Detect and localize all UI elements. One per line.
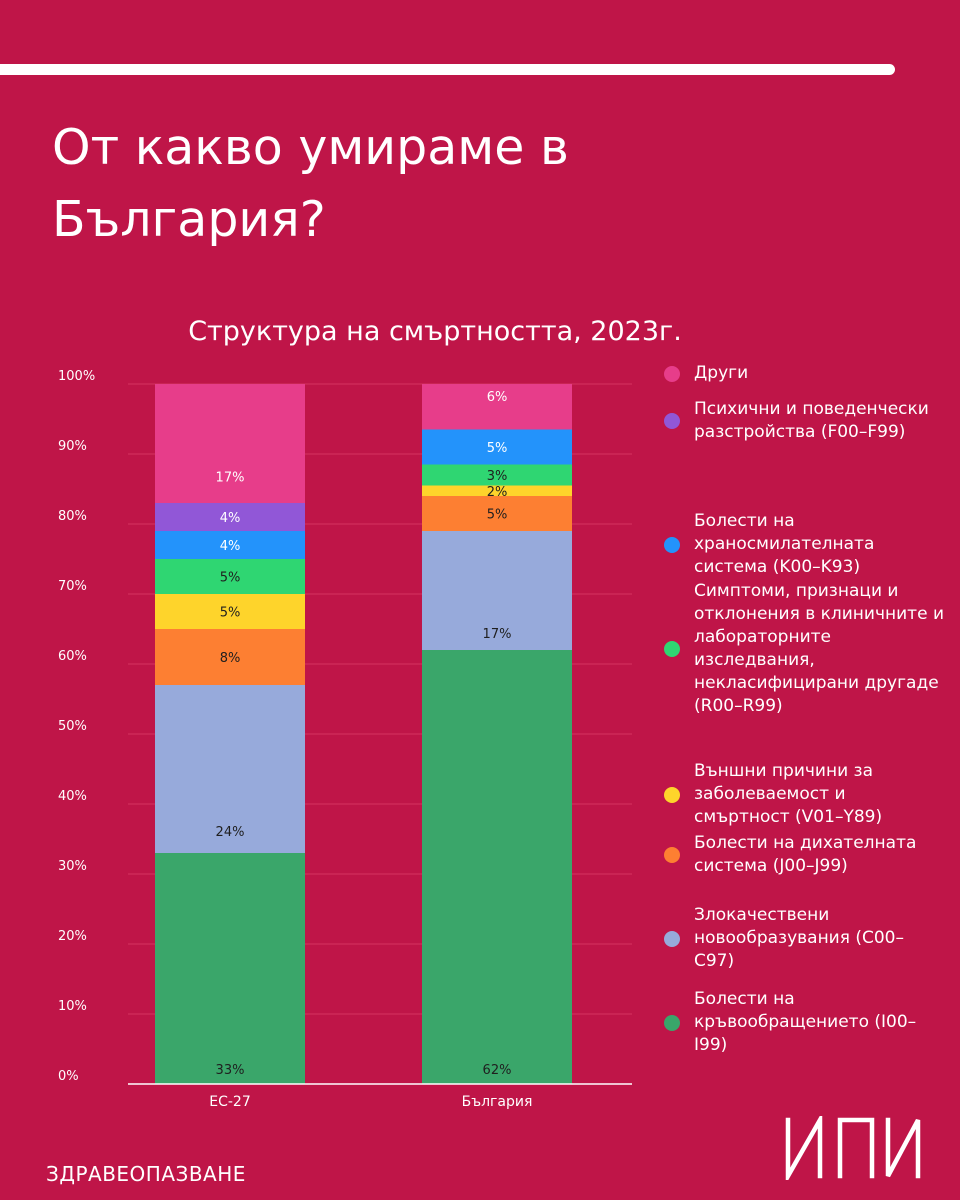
legend-item: Болести на кръвообращението (I00–I99): [664, 988, 954, 1057]
ipi-logo: [785, 1116, 921, 1180]
legend-swatch: [664, 365, 680, 382]
data-label: 6%: [487, 390, 508, 405]
y-tick-label: 80%: [58, 509, 87, 524]
legend-label: Психични и поведенчески разстройства (F0…: [694, 399, 929, 442]
bar-segment: [155, 384, 305, 503]
y-tick-label: 30%: [58, 859, 87, 874]
data-label: 5%: [220, 571, 241, 586]
legend-swatch: [664, 413, 680, 429]
y-tick-label: 100%: [58, 369, 95, 384]
x-tick-label: България: [462, 1094, 533, 1110]
legend-item: Злокачествени новообразувания (C00–C97): [664, 904, 954, 973]
y-tick-label: 70%: [58, 579, 87, 594]
bar-segment: [422, 496, 572, 531]
legend-swatch: [664, 847, 680, 863]
data-label: 4%: [220, 511, 241, 526]
legend-label: Симптоми, признаци и отклонения в клинич…: [694, 581, 944, 716]
data-label: 5%: [220, 606, 241, 621]
legend-label: Болести на дихателната система (J00–J99): [694, 833, 917, 876]
legend-swatch: [664, 786, 680, 803]
y-tick-label: 0%: [58, 1069, 79, 1084]
bar-segment: [422, 650, 572, 1084]
x-tick-label: ЕС-27: [209, 1094, 251, 1110]
data-label: 3%: [487, 469, 508, 484]
legend-swatch: [664, 536, 680, 553]
stacked-bar-chart: 0% 10% 20% 30% 40% 50% 60% 70% 80% 90% 100% 33% 24% 8…: [58, 369, 632, 1110]
y-tick-label: 50%: [58, 719, 87, 734]
legend-swatch: [664, 930, 680, 947]
data-label: 33%: [216, 1063, 245, 1078]
y-tick-label: 90%: [58, 439, 87, 454]
legend-item: Други: [664, 362, 954, 385]
legend-label: Външни причини за заболеваемост и смъртн…: [694, 761, 883, 827]
legend-item: Болести на дихателната система (J00–J99): [664, 832, 954, 878]
legend-item: Симптоми, признаци и отклонения в клинич…: [664, 580, 954, 718]
bar-segment: [155, 559, 305, 594]
bar-segment: [422, 485, 572, 496]
bar-segment: [422, 384, 572, 430]
bar-segment: [155, 853, 305, 1084]
top-rule: [0, 64, 895, 75]
data-label: 62%: [483, 1063, 512, 1078]
bar-segment: [155, 629, 305, 685]
bar-segment: [155, 594, 305, 629]
legend-label: Болести на храносмилателната система (K0…: [694, 511, 875, 577]
legend-item: Болести на храносмилателната система (K0…: [664, 510, 954, 579]
data-label: 17%: [216, 471, 245, 486]
y-tick-label: 40%: [58, 789, 87, 804]
legend-label: Болести на кръвообращението (I00–I99): [694, 989, 917, 1055]
data-label: 8%: [220, 651, 241, 666]
bar-segment: [422, 429, 572, 465]
page-title: От какво умираме в България?: [52, 119, 569, 248]
y-tick-label: 20%: [58, 929, 87, 944]
legend-label: Други: [694, 363, 749, 383]
bar-segment: [155, 685, 305, 853]
chart-title: Структура на смъртността, 2023г.: [188, 316, 682, 347]
legend-label: Злокачествени новообразувания (C00–C97): [694, 905, 904, 971]
bar-segment: [422, 531, 572, 650]
data-label: 24%: [216, 825, 245, 840]
y-tick-label: 10%: [58, 999, 87, 1014]
bar-segment: [422, 464, 572, 486]
legend-swatch: [664, 641, 680, 657]
data-label: 4%: [220, 539, 241, 554]
data-label: 5%: [487, 508, 508, 523]
y-tick-label: 60%: [58, 649, 87, 664]
data-label: 5%: [487, 441, 508, 456]
footer-category: ЗДРАВЕОПАЗВАНЕ: [46, 1162, 246, 1186]
legend-item: Външни причини за заболеваемост и смъртн…: [664, 760, 954, 829]
bar-segment: [155, 531, 305, 559]
data-label: 2%: [487, 485, 508, 500]
data-label: 17%: [483, 627, 512, 642]
legend-item: Психични и поведенчески разстройства (F0…: [664, 398, 954, 444]
bar-segment: [155, 503, 305, 531]
legend-swatch: [664, 1014, 680, 1031]
